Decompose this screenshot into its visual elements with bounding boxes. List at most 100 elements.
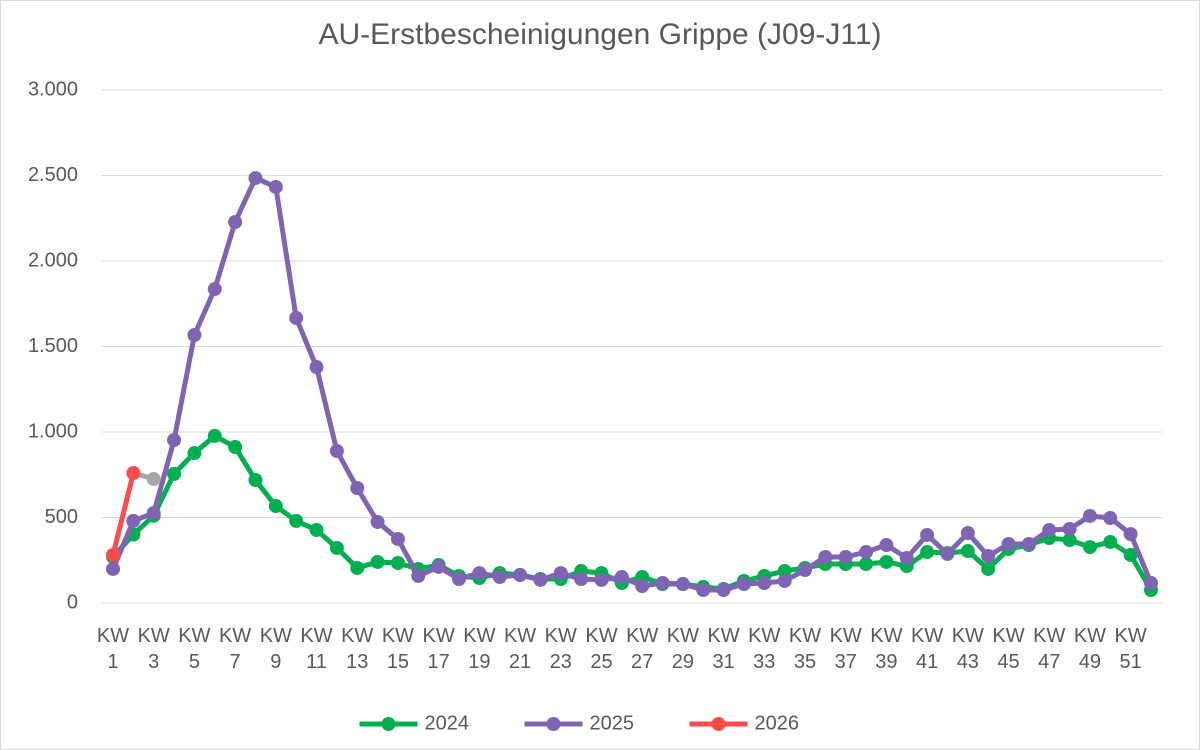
x-tick-label: KW 49 — [1074, 625, 1106, 673]
marker — [228, 440, 243, 455]
marker — [126, 513, 141, 528]
marker — [146, 506, 161, 521]
x-tick-label: KW 19 — [463, 625, 495, 673]
marker — [167, 433, 182, 448]
marker — [106, 547, 120, 562]
marker — [1082, 508, 1097, 523]
x-tick-label: KW 29 — [667, 625, 699, 673]
marker — [920, 527, 935, 542]
marker — [126, 466, 141, 481]
marker — [635, 579, 650, 594]
y-tick-label: 500 — [45, 506, 78, 528]
marker — [960, 544, 975, 559]
marker — [329, 443, 344, 458]
x-tick-label: KW 39 — [870, 625, 902, 673]
legend-label: 2025 — [590, 712, 635, 734]
marker — [777, 573, 792, 588]
x-tick-label: KW 47 — [1033, 625, 1065, 673]
x-tick-label: KW 11 — [300, 625, 332, 673]
marker — [533, 572, 548, 587]
x-tick-label: KW 15 — [382, 625, 414, 673]
marker — [472, 566, 487, 581]
series — [106, 466, 161, 562]
marker — [228, 215, 243, 230]
legend-marker — [711, 717, 726, 731]
marker — [798, 562, 812, 577]
marker — [309, 360, 324, 375]
line-segment — [110, 472, 136, 556]
x-tick-label: KW 9 — [260, 625, 292, 673]
y-tick-label: 2.000 — [28, 249, 78, 271]
marker — [777, 564, 792, 579]
marker — [350, 481, 365, 496]
marker — [1123, 527, 1138, 542]
marker — [187, 446, 202, 461]
x-tick-label: KW 7 — [219, 625, 251, 673]
marker — [350, 560, 365, 575]
marker — [940, 546, 955, 561]
marker — [513, 567, 528, 582]
x-tick-label: KW 25 — [585, 625, 617, 673]
marker — [757, 575, 772, 590]
y-tick-label: 1.000 — [28, 420, 78, 442]
y-tick-label: 3.000 — [28, 78, 78, 100]
x-tick-label: KW 41 — [911, 625, 943, 673]
x-tick-label: KW 1 — [97, 625, 129, 673]
marker — [248, 171, 263, 186]
x-tick-label: KW 33 — [748, 625, 780, 673]
legend-marker — [381, 717, 396, 731]
marker — [614, 570, 629, 585]
x-tick-label: KW 23 — [545, 625, 577, 673]
x-tick-label: KW 3 — [138, 625, 170, 673]
marker — [1082, 540, 1097, 555]
marker — [920, 545, 935, 560]
legend-label: 2026 — [755, 712, 800, 734]
marker — [207, 282, 222, 297]
marker — [981, 561, 996, 576]
marker — [248, 473, 263, 488]
marker — [899, 551, 914, 566]
line — [110, 175, 1154, 593]
marker — [1103, 534, 1118, 549]
x-tick-label: KW 5 — [178, 625, 210, 673]
x-tick-label: KW 45 — [992, 625, 1024, 673]
marker — [1123, 547, 1138, 562]
marker — [675, 577, 690, 592]
x-tick-label: KW 31 — [707, 625, 739, 673]
marker — [268, 179, 283, 194]
marker — [574, 572, 589, 587]
marker — [268, 499, 283, 514]
marker — [187, 328, 202, 343]
x-tick-label: KW 51 — [1115, 625, 1147, 673]
x-tick-label: KW 35 — [789, 625, 821, 673]
marker — [329, 540, 344, 555]
marker — [289, 513, 304, 528]
marker — [1103, 511, 1118, 526]
series — [106, 171, 1158, 598]
marker — [1062, 533, 1077, 548]
marker — [818, 550, 833, 565]
marker — [594, 572, 609, 587]
x-tick-label: KW 17 — [423, 625, 455, 673]
x-tick-label: KW 21 — [504, 625, 536, 673]
marker — [492, 570, 507, 585]
x-tick-label: KW 13 — [341, 625, 373, 673]
legend-label: 2024 — [425, 712, 470, 734]
x-tick-label: KW 37 — [830, 625, 862, 673]
marker — [859, 545, 874, 560]
marker — [696, 583, 711, 598]
y-tick-label: 0 — [67, 591, 78, 613]
legend-marker — [546, 717, 561, 731]
x-tick-label: KW 43 — [952, 625, 984, 673]
marker — [106, 561, 120, 576]
marker — [289, 310, 304, 325]
marker — [1021, 537, 1036, 552]
marker — [1062, 521, 1077, 536]
marker — [146, 472, 161, 487]
x-tick-label: KW 27 — [626, 625, 658, 673]
y-tick-label: 2.500 — [28, 164, 78, 186]
marker — [370, 514, 385, 529]
marker — [879, 538, 894, 553]
